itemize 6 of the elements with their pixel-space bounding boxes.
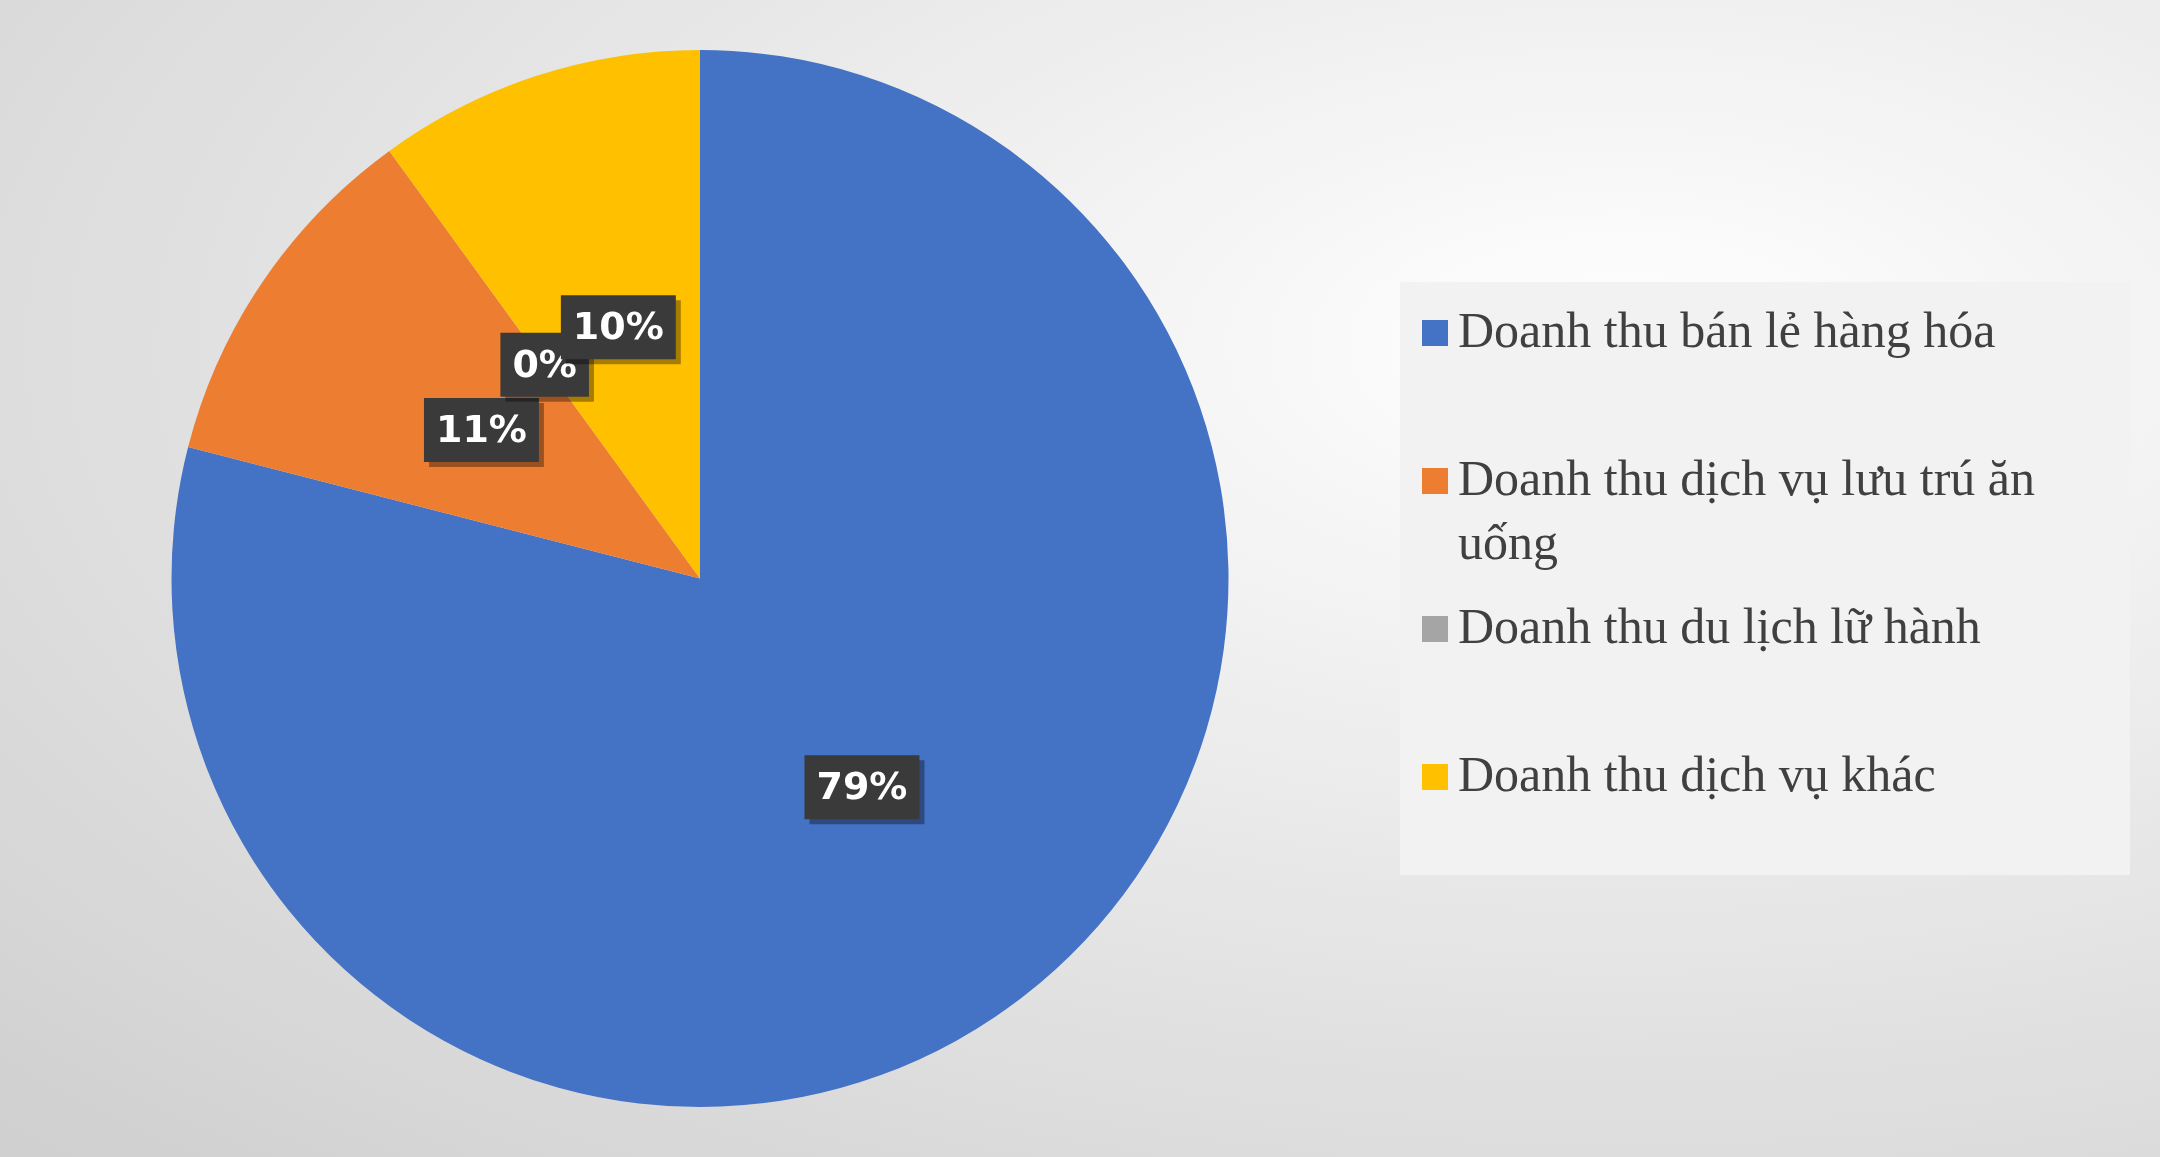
legend-label: Doanh thu dịch vụ khác	[1458, 745, 1936, 804]
data-label: 11%	[435, 406, 527, 451]
legend-label: Doanh thu bán lẻ hàng hóa	[1458, 301, 1996, 360]
legend-label: Doanh thu dịch vụ lưu trú ăn uống	[1458, 449, 2036, 572]
data-label: 79%	[816, 764, 908, 809]
legend-label: Doanh thu du lịch lữ hành	[1458, 597, 1981, 656]
